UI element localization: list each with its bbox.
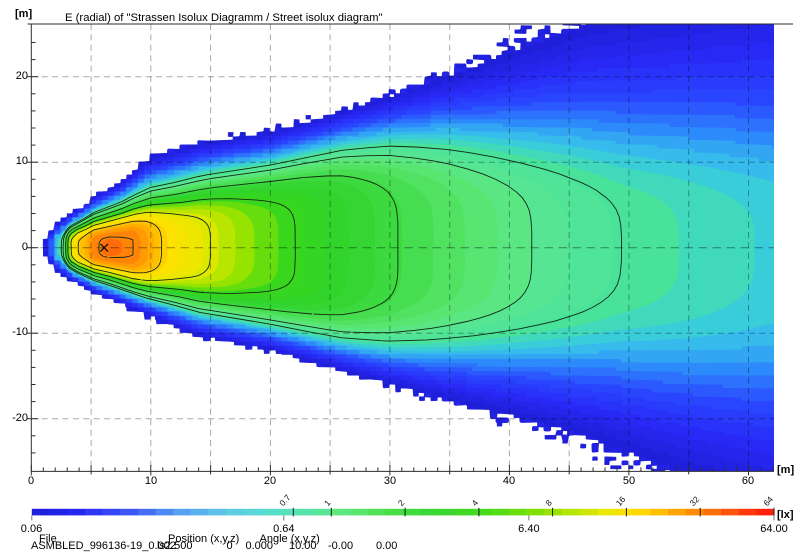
svg-text:2: 2 bbox=[396, 498, 407, 508]
svg-text:1: 1 bbox=[322, 498, 333, 508]
svg-text:8: 8 bbox=[543, 498, 554, 508]
svg-text:32: 32 bbox=[687, 494, 701, 508]
svg-text:4: 4 bbox=[470, 498, 481, 508]
svg-text:64: 64 bbox=[761, 494, 775, 508]
svg-text:16: 16 bbox=[614, 494, 628, 508]
svg-text:0.7: 0.7 bbox=[277, 492, 293, 508]
